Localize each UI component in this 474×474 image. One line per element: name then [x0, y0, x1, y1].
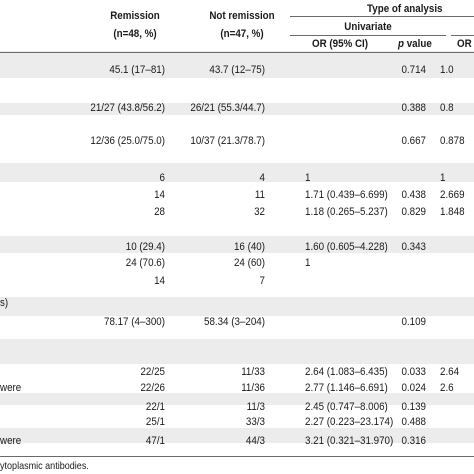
cell-not: 43.7 (12–75): [209, 64, 265, 76]
cell-not: 7: [259, 275, 265, 287]
cell-p: 0.033: [401, 366, 426, 378]
table-bottom-rule: [0, 456, 474, 457]
cell-not: 16 (40): [233, 241, 265, 253]
cell-p: 0.667: [401, 135, 426, 147]
cell-rem: 14: [154, 189, 165, 201]
cell-p: 0.316: [401, 435, 426, 447]
cell-rem: 25/1: [145, 416, 165, 428]
cell-p: 0.388: [401, 102, 426, 114]
cell-p: 0.829: [401, 206, 426, 218]
analysis-rule: [290, 16, 474, 17]
cell-or: 2.64 (1.083–6.435): [305, 366, 388, 378]
cell-or: 2.77 (1.146–6.691): [305, 382, 388, 394]
cell-not: 44/3: [245, 435, 265, 447]
cell-not: 11/3: [246, 401, 265, 413]
univariate-rule: [290, 35, 446, 36]
cell-rem: 22/26: [140, 382, 165, 394]
cell-or2: 1.0: [440, 64, 454, 76]
cell-or2: 2.64: [440, 366, 460, 378]
cell-p: 0.488: [401, 416, 426, 428]
cell-or2: 1.848: [440, 206, 465, 218]
header-bottom-rule: [0, 52, 474, 53]
or-ci-header: OR (95% CI): [311, 38, 369, 50]
cell-rem: 21/27 (43.8/56.2): [90, 102, 165, 114]
cell-or: 1: [305, 257, 311, 269]
type-of-analysis-header: Type of analysis: [367, 3, 443, 15]
univariate-rule-right: [451, 35, 474, 36]
cell-or2: 2.669: [440, 189, 465, 201]
remission-n-header: (n=48, %): [113, 28, 157, 40]
p-value-header: p value: [398, 37, 432, 51]
shaded-band: [0, 236, 474, 253]
shaded-band: [0, 103, 474, 115]
cell-or: 1.71 (0.439–6.699): [305, 189, 388, 201]
shaded-band: [0, 393, 474, 405]
cell-p: 0.139: [401, 401, 426, 413]
cell-rem: 14: [154, 275, 165, 287]
cell-or2: 2.6: [440, 382, 454, 394]
cell-label: were: [0, 382, 22, 394]
cell-p: 0.024: [401, 382, 426, 394]
cell-or2: 0.878: [440, 135, 465, 147]
cell-rem: 47/1: [145, 435, 165, 447]
cell-p: 0.714: [401, 64, 426, 76]
cell-or2: 1: [440, 172, 446, 184]
cell-or: 2.45 (0.747–8.006): [305, 401, 388, 413]
cell-rem: 78.17 (4–300): [103, 316, 165, 328]
not-remission-header: Not remission: [209, 10, 275, 22]
cell-not: 11/33: [241, 366, 265, 378]
shaded-band: [0, 428, 474, 443]
shaded-band: [0, 163, 474, 182]
cell-not: 58.34 (3–204): [203, 316, 265, 328]
shaded-band: [0, 297, 474, 316]
cell-rem: 12/36 (25.0/75.0): [90, 135, 165, 147]
shaded-band: [0, 51, 474, 78]
cell-or2: 0.8: [440, 102, 454, 114]
cell-rem: 22/1: [145, 401, 165, 413]
cell-label: were: [0, 435, 22, 447]
cell-rem: 6: [159, 172, 165, 184]
cell-or: 1: [305, 172, 311, 184]
not-remission-n-header: (n=47, %): [220, 28, 264, 40]
cell-rem: 45.1 (17–81): [109, 64, 165, 76]
cell-rem: 10 (29.4): [125, 241, 165, 253]
cell-not: 10/37 (21.3/78.7): [190, 135, 265, 147]
cell-not: 11/36: [241, 382, 265, 394]
cell-rem: 22/25: [140, 366, 165, 378]
cell-or: 1.18 (0.265–5.237): [305, 206, 388, 218]
footnote: ytoplasmic antibodies.: [0, 460, 89, 472]
univariate-header: Univariate: [344, 21, 392, 33]
cell-p: 0.438: [401, 189, 426, 201]
cell-label: s): [0, 297, 9, 309]
p-italic: p: [398, 38, 404, 50]
p-rest: value: [403, 38, 432, 50]
or-header-partial: OR: [457, 38, 472, 50]
cell-rem: 24 (70.6): [125, 257, 165, 269]
cell-not: 26/21 (55.3/44.7): [190, 102, 265, 114]
shaded-band: [0, 339, 474, 364]
cell-rem: 28: [154, 206, 165, 218]
cell-or: 1.60 (0.605–4.228): [305, 241, 388, 253]
cell-not: 11: [254, 189, 265, 201]
cell-p: 0.109: [401, 316, 426, 328]
remission-header: Remission: [110, 10, 160, 22]
cell-p: 0.343: [401, 241, 426, 253]
cell-or: 2.27 (0.223–23.174): [305, 416, 394, 428]
cell-not: 33/3: [245, 416, 265, 428]
cell-not: 32: [254, 206, 265, 218]
cell-not: 24 (60): [233, 257, 265, 269]
cell-not: 4: [259, 172, 265, 184]
cell-or: 3.21 (0.321–31.970): [305, 435, 394, 447]
